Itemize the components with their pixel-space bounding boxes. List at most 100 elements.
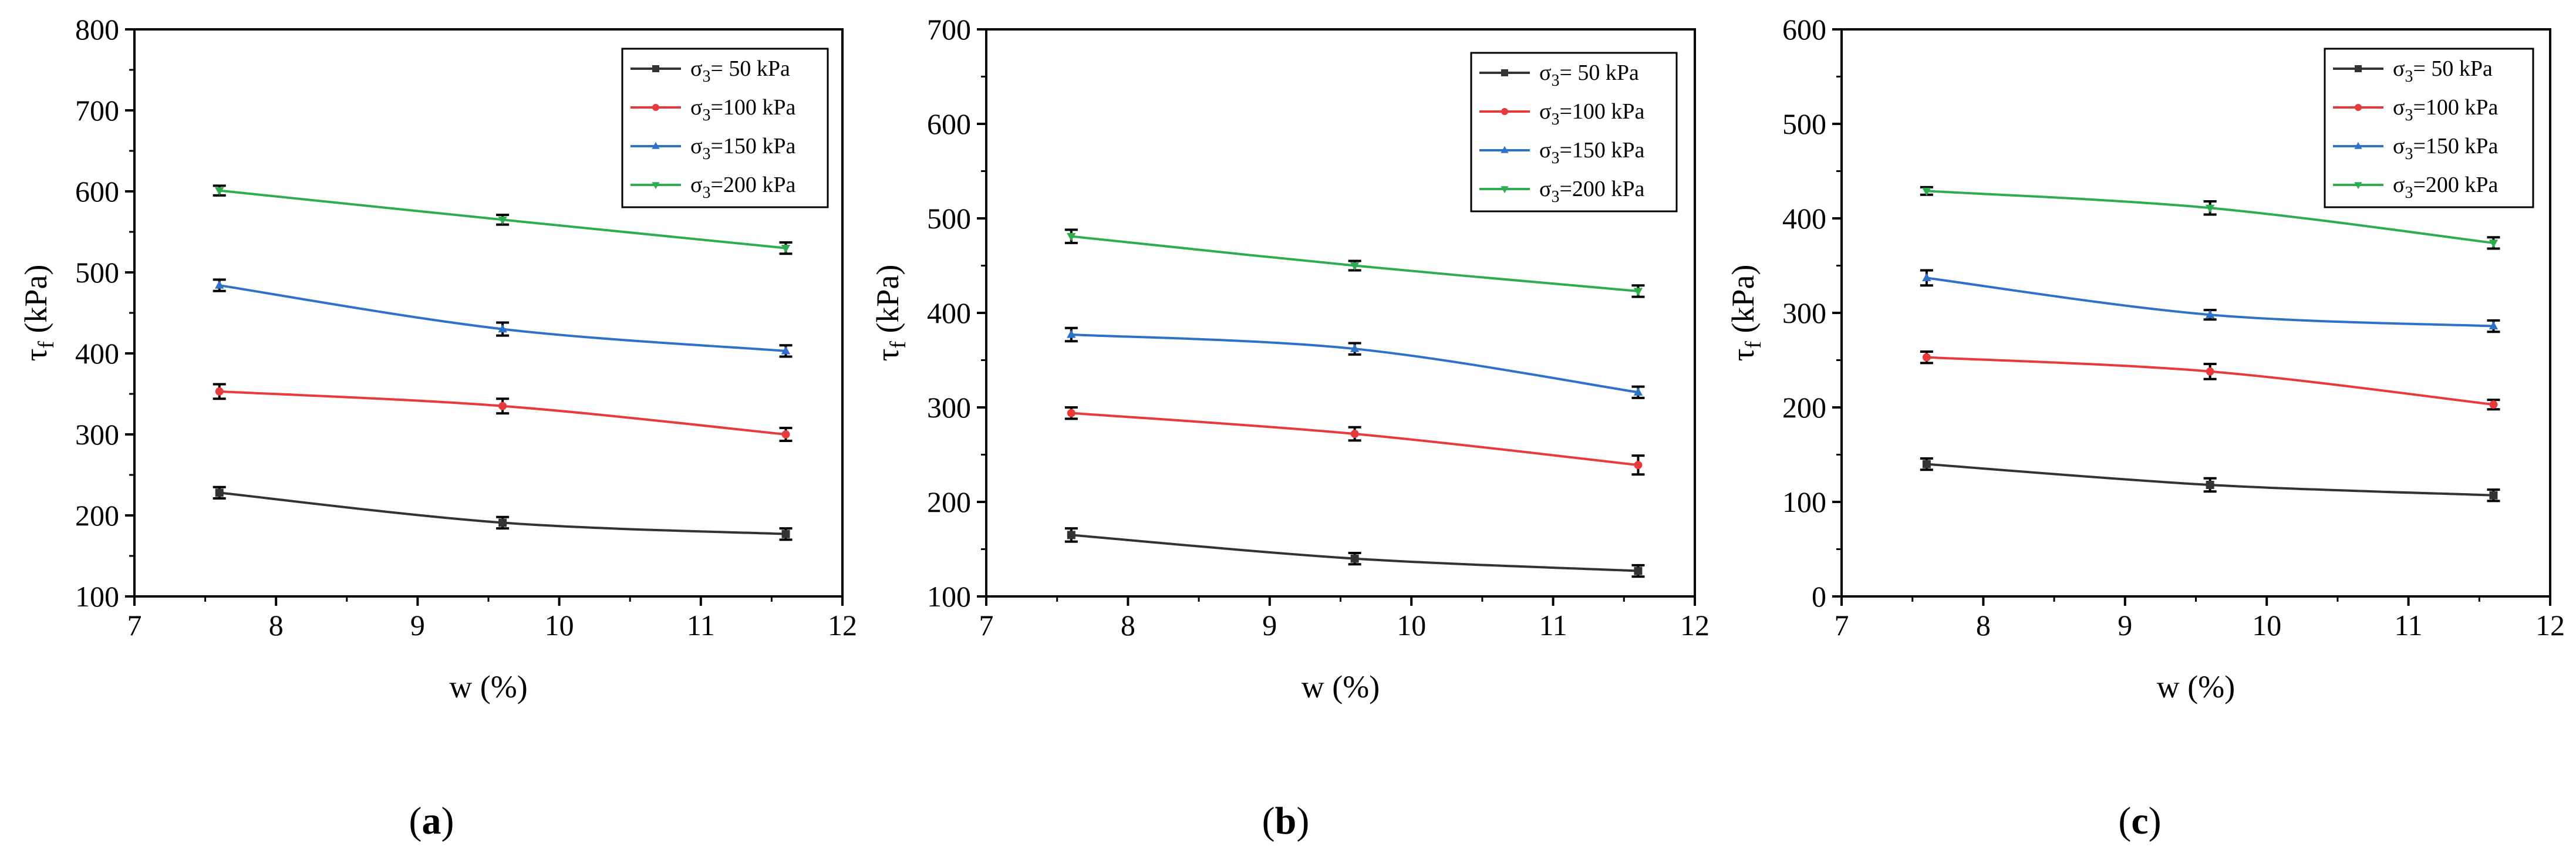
data-point [2489, 240, 2499, 248]
y-tick-label: 500 [927, 202, 971, 235]
y-axis-title-symbol: τ [18, 349, 53, 362]
x-tick-label: 10 [1397, 609, 1426, 642]
data-point [215, 488, 224, 497]
legend-marker [2355, 104, 2362, 111]
legend-sigma: σ [690, 173, 702, 197]
data-point [2206, 481, 2214, 490]
legend-subscript: 3 [1551, 188, 1559, 206]
legend-value: =100 kPa [710, 95, 795, 120]
series-3 [213, 184, 793, 255]
x-tick-label: 8 [1976, 609, 1991, 642]
data-point [498, 402, 507, 410]
data-point [1922, 353, 1931, 362]
legend-marker [652, 104, 659, 111]
legend-item: σ3=100 kPa [2333, 95, 2499, 124]
data-point [2489, 321, 2499, 330]
legend-value: = 50 kPa [710, 56, 790, 81]
legend-item: σ3=200 kPa [2333, 173, 2499, 202]
y-tick-label: 400 [75, 337, 119, 370]
y-tick-label: 600 [1782, 13, 1826, 46]
legend-subscript: 3 [702, 68, 710, 86]
legend-item: σ3=100 kPa [1479, 99, 1645, 129]
y-tick-label: 0 [1812, 580, 1826, 613]
y-axis-title: τf (kPa) [18, 265, 59, 362]
series-0 [1064, 527, 1645, 578]
y-tick-label: 200 [927, 485, 971, 518]
x-tick-label: 11 [687, 609, 715, 642]
x-tick-label: 10 [2252, 609, 2281, 642]
legend-value: = 50 kPa [2413, 56, 2493, 81]
series-line [219, 284, 786, 352]
legend-sigma: σ [690, 134, 702, 158]
y-tick-label: 300 [927, 391, 971, 424]
y-tick-label: 500 [1782, 107, 1826, 140]
legend-item: σ3=150 kPa [630, 134, 796, 163]
legend-marker [1501, 186, 1509, 194]
legend-label: σ3=200 kPa [690, 173, 796, 202]
legend-label: σ3=150 kPa [2393, 134, 2499, 163]
y-tick-label: 200 [75, 499, 119, 532]
legend-subscript: 3 [2405, 184, 2413, 202]
data-point [215, 387, 224, 396]
data-point [1067, 329, 1076, 338]
legend-sigma: σ [2393, 134, 2405, 158]
legend-sigma: σ [1539, 177, 1551, 201]
data-point [1634, 566, 1643, 575]
data-point [498, 216, 507, 225]
series-0 [213, 485, 793, 541]
legend-marker [2354, 182, 2362, 190]
legend-value: =200 kPa [1559, 177, 1644, 201]
legend-sigma: σ [1539, 60, 1551, 85]
legend-value: =100 kPa [1559, 99, 1644, 124]
y-tick-label: 800 [75, 13, 119, 46]
legend-value: =150 kPa [1559, 138, 1644, 163]
x-tick-label: 7 [1835, 609, 1849, 642]
chart-panel-c: 7 8 9 10 11 12 0 100 200 300 400 500 600 w (%) τf (kPa… [1725, 13, 2565, 842]
y-axis-title-subscript: f [34, 341, 59, 349]
panel-label: (b) [1262, 800, 1310, 842]
panel-label-close: ) [1296, 800, 1309, 842]
y-axis-title: τf (kPa) [1725, 265, 1766, 362]
legend-box [621, 48, 829, 208]
data-point [2205, 204, 2215, 213]
y-axis-title-unit: (kPa) [870, 265, 905, 341]
legend-sigma: σ [690, 95, 702, 120]
y-tick-label: 500 [75, 256, 119, 289]
x-tick-label: 8 [269, 609, 284, 642]
y-tick-label: 100 [1782, 485, 1826, 518]
y-axis-title-unit: (kPa) [1725, 265, 1761, 341]
series-3 [1920, 186, 2500, 250]
legend-marker [2355, 65, 2362, 72]
y-axis-title-subscript: f [886, 341, 911, 349]
panel-label-open: ( [1262, 800, 1275, 842]
data-point [1633, 288, 1643, 296]
x-tick-label: 12 [1680, 609, 1710, 642]
series-2 [1920, 269, 2500, 333]
legend-label: σ3= 50 kPa [2393, 56, 2493, 86]
x-tick-label: 9 [1262, 609, 1277, 642]
y-tick-label: 200 [1782, 391, 1826, 424]
y-tick-label: 300 [1782, 296, 1826, 329]
y-tick-label: 100 [75, 580, 119, 613]
x-tick-label: 11 [2395, 609, 2423, 642]
data-point [215, 187, 224, 196]
series-0 [1920, 457, 2500, 502]
legend-subscript: 3 [2405, 68, 2413, 86]
data-point [1633, 387, 1643, 396]
legend-item: σ3=200 kPa [630, 173, 796, 202]
x-axis-title: w (%) [1302, 669, 1380, 704]
legend-sigma: σ [2393, 56, 2405, 81]
y-tick-label: 700 [927, 13, 971, 46]
data-point [498, 324, 507, 333]
legend-marker [1501, 108, 1508, 115]
data-point [781, 430, 790, 439]
legend-label: σ3=200 kPa [1539, 177, 1645, 206]
panel-label-open: ( [409, 800, 422, 842]
panel-label: (c) [2118, 800, 2161, 842]
legend-value: =200 kPa [710, 173, 795, 197]
x-axis-title: w (%) [2157, 669, 2235, 704]
y-axis-title-subscript: f [1741, 341, 1766, 349]
legend-label: σ3=100 kPa [2393, 95, 2499, 124]
